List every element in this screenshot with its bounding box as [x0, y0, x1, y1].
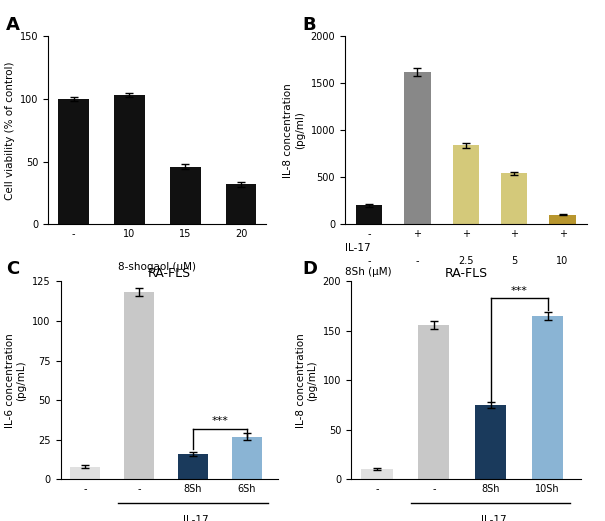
Text: ***: ***	[212, 416, 228, 426]
Bar	[453, 145, 479, 224]
Bar	[418, 325, 450, 479]
Bar	[114, 95, 145, 224]
Bar	[361, 469, 393, 479]
Text: D: D	[302, 260, 318, 279]
Text: -: -	[416, 256, 419, 266]
Text: A: A	[6, 16, 20, 34]
Text: IL-17: IL-17	[480, 515, 506, 521]
Bar	[532, 316, 563, 479]
Text: 10: 10	[557, 256, 569, 266]
Text: 2.5: 2.5	[458, 256, 474, 266]
Bar	[501, 173, 528, 224]
Y-axis label: Cell viability (% of control): Cell viability (% of control)	[5, 61, 15, 200]
Bar	[178, 454, 208, 479]
Text: IL-17: IL-17	[345, 243, 371, 253]
Text: 8Sh (μM): 8Sh (μM)	[345, 267, 391, 277]
Bar	[232, 437, 262, 479]
Bar	[170, 167, 200, 224]
Text: ***: ***	[511, 286, 528, 296]
Y-axis label: IL-8 concentration
(pg/mL): IL-8 concentration (pg/mL)	[295, 333, 317, 428]
Text: 5: 5	[511, 256, 517, 266]
Bar	[124, 292, 154, 479]
Text: IL-17: IL-17	[183, 515, 208, 521]
Text: B: B	[302, 16, 316, 34]
Bar	[58, 99, 89, 224]
Bar	[70, 467, 100, 479]
Bar	[475, 405, 506, 479]
Bar	[549, 215, 576, 224]
Y-axis label: IL-8 concentration
(pg/ml): IL-8 concentration (pg/ml)	[283, 83, 305, 178]
Text: -: -	[367, 256, 371, 266]
Bar	[226, 184, 257, 224]
Text: 8-shogaol (μM): 8-shogaol (μM)	[119, 262, 196, 271]
Y-axis label: IL-6 concentration
(pg/mL): IL-6 concentration (pg/mL)	[5, 333, 27, 428]
Text: C: C	[6, 260, 19, 279]
Title: RA-FLS: RA-FLS	[148, 267, 191, 280]
Bar	[404, 72, 431, 224]
Title: RA-FLS: RA-FLS	[444, 267, 488, 280]
Bar	[356, 205, 382, 224]
